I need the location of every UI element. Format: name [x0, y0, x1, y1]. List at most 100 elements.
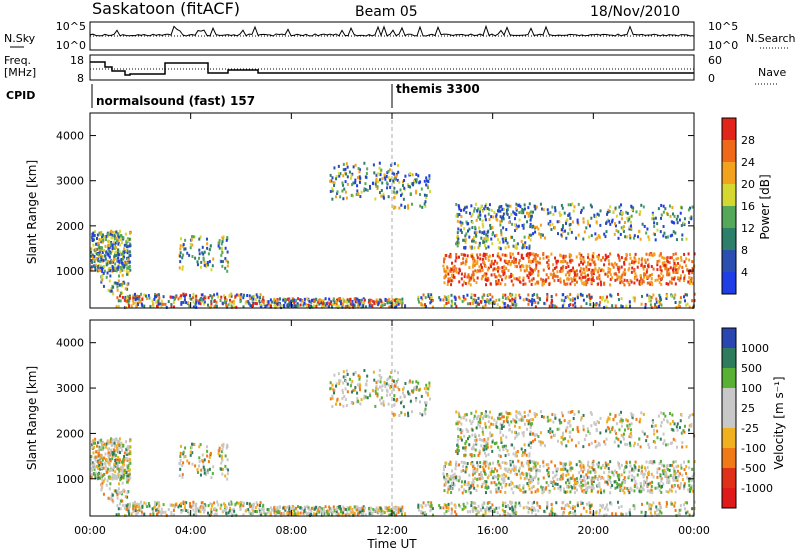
power-echo	[276, 298, 279, 302]
velocity-echo	[530, 490, 533, 494]
power-echo	[514, 300, 517, 304]
power-echo	[491, 242, 494, 246]
velocity-echo	[329, 510, 332, 514]
velocity-echo	[254, 506, 257, 510]
power-echo	[605, 230, 608, 234]
velocity-echo	[443, 483, 446, 487]
power-colorbar-tick: 16	[741, 200, 755, 213]
power-echo	[597, 257, 600, 261]
velocity-echo	[591, 476, 594, 480]
power-echo	[658, 304, 661, 308]
power-echo	[689, 206, 692, 210]
power-echo	[619, 277, 622, 281]
velocity-echo	[470, 462, 473, 466]
power-echo	[459, 220, 462, 224]
power-echo	[581, 262, 584, 266]
power-echo	[220, 253, 223, 257]
power-echo	[221, 301, 224, 305]
power-echo	[531, 259, 534, 263]
velocity-echo	[504, 484, 507, 488]
velocity-echo	[101, 441, 104, 445]
power-echo	[415, 191, 418, 195]
power-echo	[472, 262, 475, 266]
power-echo	[303, 297, 306, 301]
power-echo	[685, 264, 688, 268]
power-echo	[586, 263, 589, 267]
velocity-echo	[194, 510, 197, 514]
velocity-echo	[584, 483, 587, 487]
power-echo	[586, 279, 589, 283]
power-echo	[200, 260, 203, 264]
power-echo	[461, 299, 464, 303]
velocity-echo	[210, 510, 213, 514]
velocity-echo	[487, 466, 490, 470]
power-echo	[266, 303, 269, 307]
power-echo	[459, 297, 462, 301]
power-echo	[497, 238, 500, 242]
velocity-echo	[409, 399, 412, 403]
power-echo	[639, 277, 642, 281]
power-echo	[597, 275, 600, 279]
velocity-echo	[242, 501, 245, 505]
power-echo	[493, 302, 496, 306]
power-echo	[627, 281, 630, 285]
velocity-echo	[504, 461, 507, 465]
velocity-echo	[677, 474, 680, 478]
power-echo	[528, 299, 531, 303]
power-echo	[424, 204, 427, 208]
power-echo	[481, 257, 484, 261]
velocity-echo	[423, 401, 426, 405]
power-echo	[681, 237, 684, 241]
power-echo	[497, 266, 500, 270]
velocity-echo	[372, 508, 375, 512]
velocity-echo	[117, 467, 120, 471]
power-echo	[126, 251, 129, 255]
power-colorbar-swatch	[722, 206, 736, 228]
velocity-echo	[453, 483, 456, 487]
velocity-echo	[426, 393, 429, 397]
power-echo	[530, 210, 533, 214]
y-tick-label: 4000	[56, 130, 84, 143]
power-echo	[540, 207, 543, 211]
velocity-echo	[384, 385, 387, 389]
velocity-echo	[673, 469, 676, 473]
power-echo	[575, 236, 578, 240]
power-echo	[512, 244, 515, 248]
power-echo	[464, 238, 467, 242]
power-echo	[338, 174, 341, 178]
velocity-echo	[514, 468, 517, 472]
power-echo	[599, 223, 602, 227]
velocity-echo	[288, 511, 291, 515]
velocity-echo	[582, 475, 585, 479]
power-echo	[558, 220, 561, 224]
power-echo	[188, 253, 191, 257]
velocity-echo	[534, 490, 537, 494]
power-echo	[95, 242, 98, 246]
power-echo	[99, 259, 102, 263]
velocity-echo	[335, 382, 338, 386]
velocity-echo	[590, 486, 593, 490]
power-echo	[504, 283, 507, 287]
velocity-echo	[119, 491, 122, 495]
power-echo	[378, 166, 381, 170]
velocity-echo	[342, 511, 345, 515]
velocity-echo	[98, 458, 101, 462]
power-echo	[478, 230, 481, 234]
velocity-echo	[674, 472, 677, 476]
power-echo	[630, 214, 633, 218]
velocity-echo	[484, 424, 487, 428]
velocity-echo	[568, 477, 571, 481]
power-echo	[494, 279, 497, 283]
velocity-echo	[390, 512, 393, 516]
power-echo	[201, 245, 204, 249]
power-echo	[147, 294, 150, 298]
power-echo	[560, 298, 563, 302]
velocity-echo	[98, 463, 101, 467]
velocity-echo	[294, 512, 297, 516]
power-echo	[639, 210, 642, 214]
power-echo	[676, 214, 679, 218]
velocity-echo	[208, 513, 211, 517]
power-echo	[357, 303, 360, 307]
